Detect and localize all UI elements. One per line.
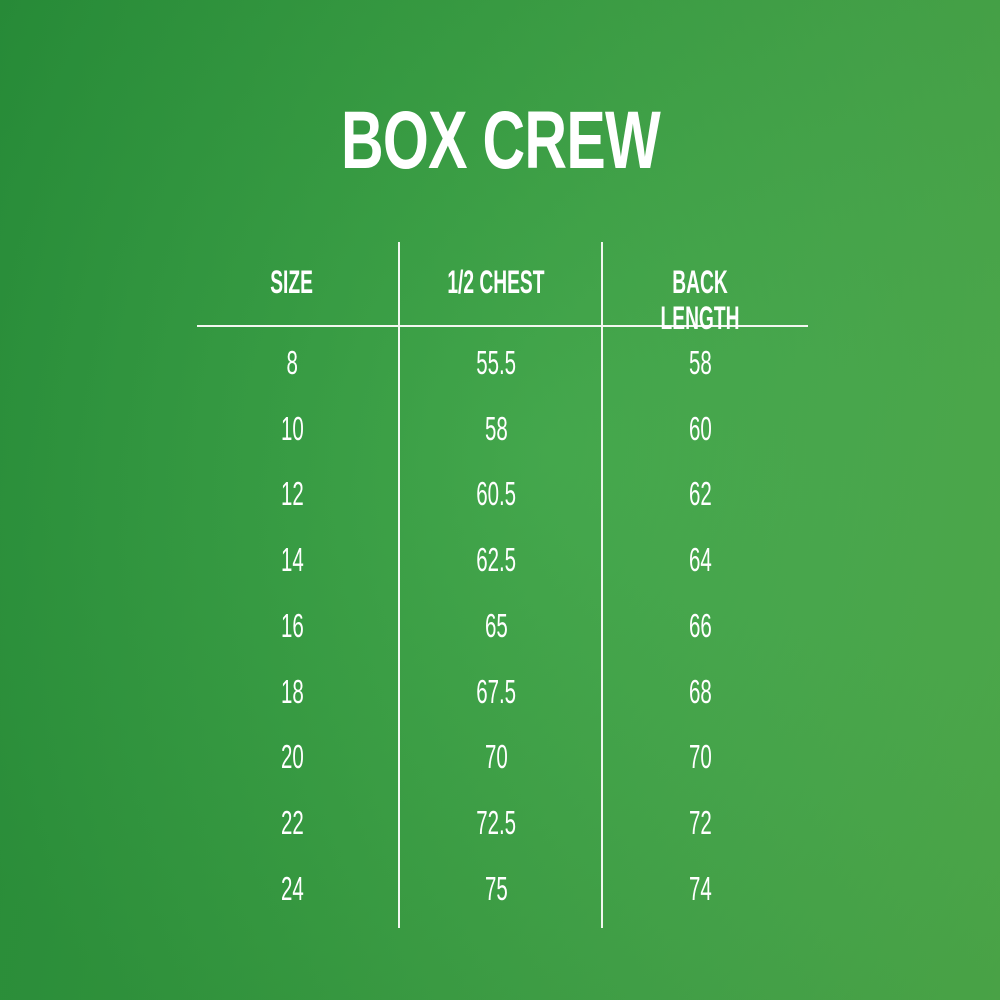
cell-value: 65 xyxy=(484,606,508,644)
cell-value: 75 xyxy=(484,869,508,907)
table-cell-back-length: 64 xyxy=(600,542,800,578)
cell-value: 58 xyxy=(688,344,712,381)
table-cell-half-chest: 65 xyxy=(396,606,596,644)
cell-value: 20 xyxy=(280,738,304,776)
cell-value: 18 xyxy=(280,672,304,710)
cell-value: 72 xyxy=(688,803,712,841)
table-cell-size: 22 xyxy=(192,803,392,841)
table-cell-size: 14 xyxy=(192,542,392,578)
cell-value: 14 xyxy=(280,541,304,579)
cell-value: 60 xyxy=(688,409,712,447)
cell-value: 64 xyxy=(688,541,712,579)
page-title: BOX CREW xyxy=(0,100,1000,182)
table-cell-size: 20 xyxy=(192,739,392,775)
table-cell-half-chest: 70 xyxy=(396,739,596,775)
table-cell-half-chest: 75 xyxy=(396,869,596,907)
cell-value: 68 xyxy=(688,672,712,710)
cell-value: 12 xyxy=(280,475,304,513)
cell-value: 8 xyxy=(286,344,298,381)
column-divider xyxy=(601,242,603,928)
table-cell-size: 12 xyxy=(192,476,392,512)
table-cell-size: 10 xyxy=(192,409,392,447)
cell-value: 72.5 xyxy=(476,803,516,841)
column-header-size: SIZE xyxy=(192,264,392,300)
cell-value: 62 xyxy=(688,475,712,513)
column-header-label: SIZE xyxy=(270,264,314,300)
table-cell-half-chest: 62.5 xyxy=(396,542,596,578)
cell-value: 58 xyxy=(484,409,508,447)
table-cell-half-chest: 55.5 xyxy=(396,345,596,381)
table-cell-back-length: 62 xyxy=(600,476,800,512)
cell-value: 62.5 xyxy=(476,541,516,579)
column-header-label: BACK LENGTH xyxy=(660,264,740,336)
column-divider xyxy=(398,242,400,928)
cell-value: 74 xyxy=(688,869,712,907)
table-cell-back-length: 70 xyxy=(600,739,800,775)
cell-value: 55.5 xyxy=(476,344,516,381)
cell-value: 24 xyxy=(280,869,304,907)
cell-value: 66 xyxy=(688,606,712,644)
cell-value: 16 xyxy=(280,606,304,644)
title-text: BOX CREW xyxy=(340,95,661,186)
table-cell-back-length: 72 xyxy=(600,803,800,841)
column-header-half-chest: 1/2 CHEST xyxy=(396,264,596,300)
column-header-label: 1/2 CHEST xyxy=(447,264,545,300)
table-cell-half-chest: 60.5 xyxy=(396,476,596,512)
table-cell-size: 24 xyxy=(192,869,392,907)
cell-value: 22 xyxy=(280,803,304,841)
table-cell-size: 18 xyxy=(192,672,392,710)
table-cell-back-length: 74 xyxy=(600,869,800,907)
table-cell-half-chest: 72.5 xyxy=(396,803,596,841)
table-cell-back-length: 60 xyxy=(600,409,800,447)
cell-value: 70 xyxy=(688,738,712,776)
cell-value: 70 xyxy=(484,738,508,776)
table-cell-size: 8 xyxy=(192,345,392,381)
table-cell-back-length: 58 xyxy=(600,345,800,381)
table-cell-half-chest: 58 xyxy=(396,409,596,447)
cell-value: 10 xyxy=(280,409,304,447)
column-header-back-length: BACK LENGTH xyxy=(600,264,800,336)
header-divider xyxy=(197,325,808,327)
table-cell-half-chest: 67.5 xyxy=(396,672,596,710)
cell-value: 67.5 xyxy=(476,672,516,710)
cell-value: 60.5 xyxy=(476,475,516,513)
table-cell-back-length: 68 xyxy=(600,672,800,710)
table-cell-back-length: 66 xyxy=(600,606,800,644)
table-cell-size: 16 xyxy=(192,606,392,644)
